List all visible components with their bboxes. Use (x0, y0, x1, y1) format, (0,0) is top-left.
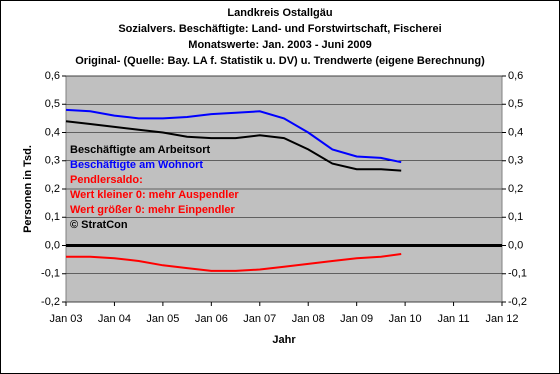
y-tick-label: -0,1 (41, 268, 60, 280)
x-tick-label: Jan 06 (195, 313, 228, 325)
series-line (66, 253, 402, 272)
y2-tick-label: 0,1 (508, 211, 523, 223)
y-tick-label: 0,0 (45, 239, 60, 251)
y-axis-label: Personen in Tsd. (22, 145, 34, 233)
y-tick-label: 0,1 (45, 211, 60, 223)
legend-entry: Pendlersaldo: (70, 174, 143, 186)
y2-tick-label: 0,3 (508, 155, 523, 167)
x-tick-label: Jan 04 (98, 313, 131, 325)
legend-entry: Beschäftigte am Wohnort (70, 159, 203, 171)
annotation: Wert kleiner 0: mehr Auspendler (70, 189, 239, 201)
x-axis-label: Jahr (272, 334, 296, 346)
y-tick-label: -0,2 (41, 296, 60, 308)
x-tick-label: Jan 07 (243, 313, 276, 325)
series-line (65, 120, 402, 172)
x-tick-label: Jan 11 (437, 313, 469, 325)
chart-title: Landkreis Ostallgäu (227, 7, 332, 19)
y-tick-label: 0,3 (45, 155, 60, 167)
x-tick-label: Jan 08 (292, 313, 325, 325)
x-tick-label: Jan 10 (389, 313, 422, 325)
y2-tick-label: 0,4 (508, 126, 523, 138)
y-tick-label: 0,4 (45, 126, 60, 138)
y2-tick-label: -0,2 (508, 296, 527, 308)
y2-tick-label: 0,5 (508, 98, 523, 110)
x-tick-label: Jan 05 (146, 313, 179, 325)
y-tick-label: 0,6 (45, 70, 60, 82)
annotation: Wert größer 0: mehr Einpendler (70, 204, 236, 216)
series-line (65, 108, 402, 164)
y2-tick-label: 0,6 (508, 70, 523, 82)
subtitle: Monatswerte: Jan. 2003 - Juni 2009 (188, 39, 371, 51)
y2-tick-label: 0,0 (508, 239, 523, 251)
y-tick-label: 0,2 (45, 183, 60, 195)
y2-tick-label: 0,2 (508, 183, 523, 195)
y-tick-label: 0,5 (45, 98, 60, 110)
subtitle: Original- (Quelle: Bay. LA f. Statistik … (75, 55, 485, 67)
x-tick-label: Jan 09 (340, 313, 373, 325)
x-tick-label: Jan 03 (49, 313, 82, 325)
legend-entry: Beschäftigte am Arbeitsort (70, 144, 211, 156)
y2-tick-label: -0,1 (508, 268, 527, 280)
subtitle: Sozialvers. Beschäftigte: Land- und Fors… (118, 23, 441, 35)
annotation: © StratCon (70, 219, 128, 231)
x-tick-label: Jan 12 (485, 313, 518, 325)
